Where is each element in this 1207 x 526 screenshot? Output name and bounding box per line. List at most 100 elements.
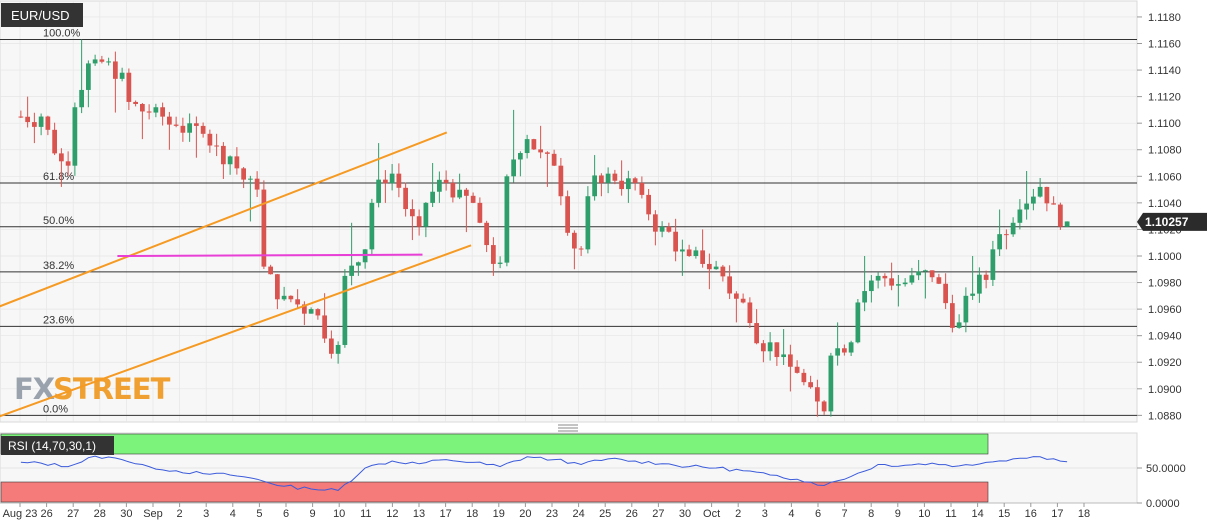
candle-body[interactable] (423, 202, 429, 227)
candle-body[interactable] (106, 61, 111, 63)
candle-body[interactable] (275, 274, 280, 300)
candle-body[interactable] (200, 125, 206, 134)
candle-body[interactable] (882, 275, 888, 279)
candle-body[interactable] (52, 129, 57, 154)
candle-body[interactable] (693, 250, 699, 256)
candle-body[interactable] (342, 275, 348, 345)
candle-body[interactable] (943, 283, 948, 304)
candle-body[interactable] (801, 372, 807, 383)
candle-body[interactable] (504, 176, 510, 263)
candle-body[interactable] (38, 116, 44, 127)
candle-body[interactable] (720, 266, 726, 277)
candle-body[interactable] (92, 59, 98, 64)
candle-body[interactable] (788, 354, 793, 367)
candle-body[interactable] (929, 270, 935, 278)
candle-body[interactable] (410, 209, 415, 217)
candle-body[interactable] (335, 344, 341, 354)
candle-body[interactable] (855, 302, 861, 343)
candle-body[interactable] (950, 303, 955, 328)
candle-body[interactable] (821, 401, 827, 412)
candle-body[interactable] (673, 231, 678, 252)
candle-body[interactable] (707, 263, 712, 270)
candle-body[interactable] (511, 159, 516, 177)
candle-body[interactable] (443, 179, 449, 183)
candle-body[interactable] (565, 196, 570, 233)
candle-body[interactable] (65, 161, 71, 166)
candle-body[interactable] (173, 124, 179, 126)
candle-body[interactable] (369, 202, 375, 250)
candle-body[interactable] (194, 123, 199, 126)
candle-body[interactable] (248, 178, 253, 180)
candle-body[interactable] (484, 222, 489, 246)
candle-body[interactable] (389, 173, 395, 184)
candle-body[interactable] (585, 196, 591, 250)
candle-body[interactable] (848, 342, 854, 353)
candle-body[interactable] (727, 276, 732, 294)
candle-body[interactable] (72, 107, 78, 166)
candle-body[interactable] (869, 280, 874, 292)
candle-body[interactable] (815, 387, 820, 402)
candle-body[interactable] (997, 234, 1002, 250)
candle-body[interactable] (302, 304, 307, 314)
candle-body[interactable] (774, 342, 780, 358)
time-axis[interactable]: Aug 23 26 27 28 30 Sep 2 3 4 5 6 9 10 11 12 13 17 18 19 20 2… (3, 503, 1091, 520)
candle-body[interactable] (889, 278, 894, 286)
candle-body[interactable] (781, 354, 786, 358)
candle-body[interactable] (1004, 234, 1009, 236)
candle-body[interactable] (1044, 186, 1050, 204)
candle-body[interactable] (558, 165, 564, 197)
candle-body[interactable] (457, 189, 462, 198)
candle-body[interactable] (207, 133, 213, 146)
candle-body[interactable] (578, 248, 584, 250)
candle-body[interactable] (956, 322, 962, 328)
candle-body[interactable] (524, 139, 530, 154)
candle-body[interactable] (653, 214, 658, 232)
candle-body[interactable] (254, 178, 260, 190)
candle-body[interactable] (619, 180, 624, 190)
candle-body[interactable] (126, 72, 132, 102)
candle-body[interactable] (794, 366, 800, 373)
candle-body[interactable] (214, 145, 219, 147)
candle-body[interactable] (221, 145, 226, 165)
candle-body[interactable] (1017, 209, 1023, 223)
candle-body[interactable] (241, 168, 246, 180)
candle-body[interactable] (734, 293, 739, 299)
candle-body[interactable] (315, 309, 321, 316)
candle-body[interactable] (470, 195, 476, 203)
candle-body[interactable] (477, 202, 483, 223)
candle-body[interactable] (167, 116, 172, 125)
candle-body[interactable] (376, 179, 381, 203)
candle-body[interactable] (875, 275, 881, 281)
candle-body[interactable] (990, 249, 996, 280)
candle-body[interactable] (437, 179, 442, 192)
candle-body[interactable] (32, 122, 37, 127)
candle-body[interactable] (113, 61, 118, 79)
candle-body[interactable] (531, 139, 537, 150)
candle-body[interactable] (416, 216, 422, 227)
candle-body[interactable] (983, 274, 989, 280)
candle-body[interactable] (261, 189, 267, 267)
candle-body[interactable] (491, 245, 496, 264)
candle-body[interactable] (86, 63, 91, 90)
candle-body[interactable] (295, 299, 300, 305)
candle-body[interactable] (659, 226, 665, 232)
candle-body[interactable] (808, 382, 813, 388)
candle-body[interactable] (761, 343, 766, 352)
candle-body[interactable] (518, 153, 523, 160)
candle-body[interactable] (308, 309, 314, 314)
candle-body[interactable] (842, 348, 847, 353)
candle-body[interactable] (605, 173, 611, 183)
candle-body[interactable] (862, 291, 867, 303)
candle-body[interactable] (936, 277, 942, 284)
candle-body[interactable] (1037, 186, 1043, 197)
candle-body[interactable] (639, 182, 645, 195)
candle-body[interactable] (896, 284, 901, 286)
candle-body[interactable] (740, 298, 746, 303)
candle-body[interactable] (180, 125, 186, 133)
candle-body[interactable] (599, 175, 604, 183)
candle-body[interactable] (1010, 222, 1016, 235)
candle-body[interactable] (700, 250, 705, 264)
candle-body[interactable] (383, 179, 388, 184)
candle-body[interactable] (828, 355, 834, 412)
